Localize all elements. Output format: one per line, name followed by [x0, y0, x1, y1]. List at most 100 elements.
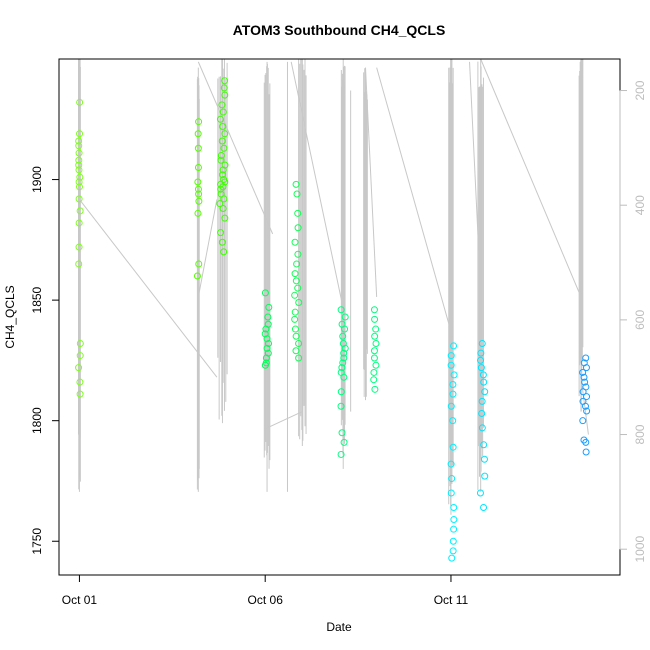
x-axis: Oct 01 Oct 06 Oct 11: [62, 574, 469, 607]
data-point: [583, 393, 591, 401]
data-point: [293, 190, 301, 198]
data-point: [75, 137, 83, 145]
data-point: [263, 335, 271, 343]
data-point: [480, 441, 488, 449]
data-point: [219, 166, 227, 174]
data-point: [76, 352, 84, 360]
data-point: [262, 354, 270, 362]
data-point: [261, 330, 269, 338]
y-tick-label: 1850: [30, 286, 44, 313]
data-point: [291, 291, 299, 299]
y-tick-label: 1750: [30, 528, 44, 555]
data-point: [217, 180, 225, 188]
data-point: [340, 349, 348, 357]
data-point: [195, 260, 203, 268]
data-point: [371, 385, 379, 393]
data-point: [447, 489, 455, 497]
data-point: [263, 344, 271, 352]
data-point: [295, 299, 303, 307]
data-point: [221, 91, 229, 99]
data-point: [341, 325, 349, 333]
data-point: [218, 137, 226, 145]
right-tick-label: 1000: [633, 536, 647, 563]
data-point: [194, 209, 202, 217]
data-point: [218, 238, 226, 246]
data-point: [337, 388, 345, 396]
data-point: [579, 417, 587, 425]
data-point: [340, 354, 348, 362]
data-point: [265, 303, 273, 311]
altitude-trace-line: [376, 67, 452, 332]
data-point: [339, 340, 347, 348]
data-point: [448, 475, 456, 483]
data-point: [370, 354, 378, 362]
data-point: [337, 450, 345, 458]
data-point: [75, 142, 83, 150]
data-point: [292, 180, 300, 188]
data-point: [221, 161, 229, 169]
y-axis-label: CH4_QCLS: [3, 285, 17, 348]
altitude-trace-line: [197, 199, 218, 298]
data-point: [478, 409, 486, 417]
data-point: [476, 489, 484, 497]
data-point: [579, 368, 587, 376]
data-point: [261, 289, 269, 297]
right-tick-label: 400: [633, 195, 647, 215]
data-point: [340, 373, 348, 381]
data-point: [75, 161, 83, 169]
data-point: [264, 313, 272, 321]
data-point: [75, 156, 83, 164]
data-point: [481, 388, 489, 396]
data-point: [372, 325, 380, 333]
data-point: [370, 306, 378, 314]
data-point: [76, 207, 84, 215]
data-point: [294, 284, 302, 292]
plot-frame: [58, 58, 621, 576]
data-point: [217, 151, 225, 159]
data-point: [447, 361, 455, 369]
data-point: [291, 315, 299, 323]
data-point: [370, 347, 378, 355]
data-point: [265, 340, 273, 348]
data-point: [217, 185, 225, 193]
data-point: [480, 455, 488, 463]
data-point: [195, 118, 203, 126]
altitude-trace-line: [264, 411, 303, 430]
data-point: [448, 554, 456, 562]
data-point: [76, 98, 84, 106]
data-point: [76, 378, 84, 386]
data-point: [478, 340, 486, 348]
data-point: [450, 516, 458, 524]
data-point: [481, 472, 489, 480]
data-point: [370, 376, 378, 384]
data-point: [216, 115, 224, 123]
altitude-trace-line: [79, 199, 218, 378]
y-axis-left: 1750 1800 1850 1900: [30, 166, 60, 555]
data-point: [221, 77, 229, 85]
data-point: [262, 325, 270, 333]
altitude-trace-line: [365, 67, 378, 297]
data-point: [447, 460, 455, 468]
data-point: [195, 190, 203, 198]
data-point: [339, 332, 347, 340]
data-point: [75, 178, 83, 186]
data-point: [371, 332, 379, 340]
data-point: [582, 354, 590, 362]
data-point: [581, 402, 589, 410]
data-point: [478, 424, 486, 432]
x-tick-label: Oct 01: [62, 593, 98, 607]
data-point: [477, 356, 485, 364]
data-point: [217, 156, 225, 164]
data-point: [220, 248, 228, 256]
data-point: [294, 209, 302, 217]
data-point: [449, 547, 457, 555]
data-point: [291, 238, 299, 246]
data-point: [75, 219, 83, 227]
data-point: [370, 368, 378, 376]
data-point: [291, 270, 299, 278]
right-tick-label: 800: [633, 424, 647, 444]
data-point: [75, 364, 83, 372]
data-point: [579, 388, 587, 396]
data-point: [219, 108, 227, 116]
